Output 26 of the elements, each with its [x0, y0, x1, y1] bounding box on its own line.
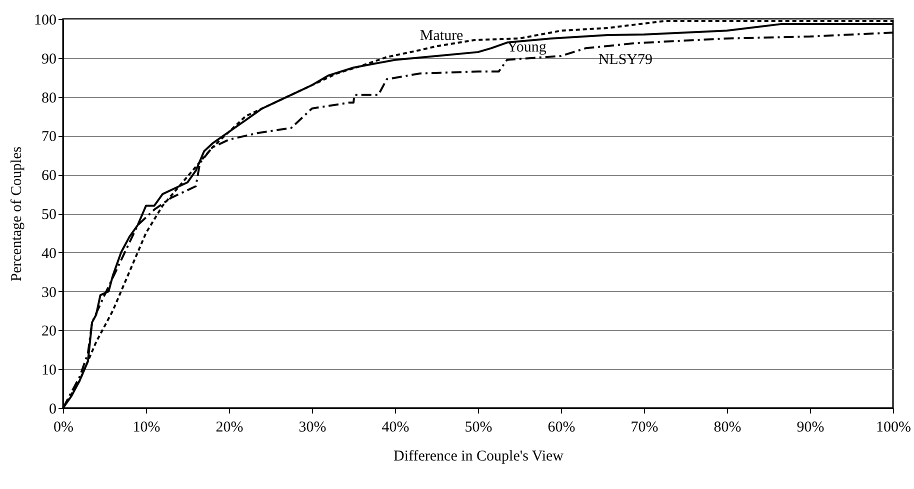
y-tick-label: 0: [49, 402, 56, 418]
x-tick-label: 20%: [216, 420, 244, 436]
x-tick-label: 40%: [382, 420, 410, 436]
y-tick-label: 90: [42, 51, 56, 68]
x-tick-label: 50%: [464, 420, 492, 436]
x-tick-label: 90%: [796, 420, 824, 436]
x-tick-label: 70%: [630, 420, 658, 436]
y-tick-label: 30: [42, 284, 56, 301]
series-label: Mature: [420, 28, 464, 44]
series-label: NLSY79: [598, 52, 653, 68]
y-tick-label: 70: [42, 129, 56, 146]
x-tick-label: 0%: [54, 420, 74, 436]
x-tick-label: 60%: [548, 420, 576, 436]
y-tick-label: 80: [42, 90, 56, 106]
y-tick-label: 50: [42, 207, 56, 223]
y-axis-title: Percentage of Couples: [9, 146, 25, 282]
x-tick-label: 30%: [298, 420, 326, 436]
y-tick-label: 40: [42, 246, 56, 262]
x-tick-label: 100%: [876, 420, 911, 436]
x-tick-label: 80%: [714, 420, 742, 436]
y-tick-label: 20: [42, 324, 56, 340]
y-tick-label: 60: [42, 168, 56, 184]
y-tick-label: 100: [34, 12, 56, 28]
x-axis-title: Difference in Couple's View: [394, 448, 564, 464]
y-tick-label: 10: [42, 362, 56, 379]
x-tick-label: 10%: [132, 420, 160, 436]
